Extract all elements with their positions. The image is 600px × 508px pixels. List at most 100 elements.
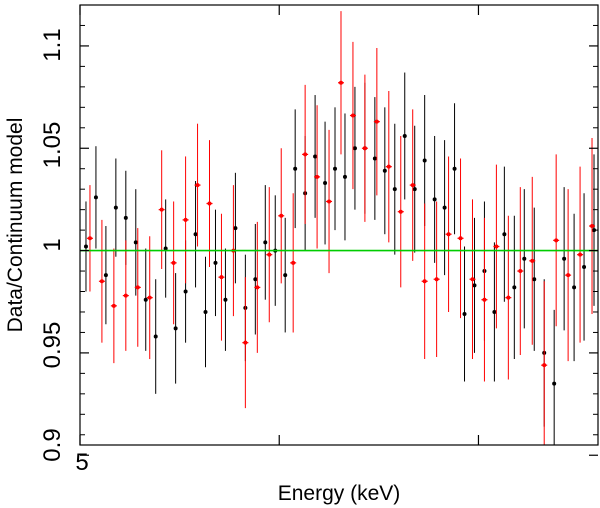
red-data-point	[291, 260, 296, 265]
y-axis-title: Data/Continuum model	[4, 118, 27, 333]
black-data-point	[382, 168, 387, 173]
black-data-point	[283, 273, 288, 278]
red-data-point	[159, 207, 164, 212]
black-data-point	[213, 260, 218, 265]
red-data-point	[362, 146, 367, 151]
red-data-point	[434, 277, 439, 282]
black-data-point	[472, 283, 477, 288]
black-data-point	[233, 226, 238, 231]
black-data-point	[333, 166, 338, 171]
black-data-point	[562, 256, 567, 261]
data-layer	[83, 11, 597, 445]
red-data-point	[542, 363, 547, 368]
red-data-point	[147, 295, 152, 300]
black-data-point	[462, 312, 467, 317]
black-data-point	[572, 285, 577, 290]
red-data-point	[386, 164, 391, 169]
black-data-point	[342, 174, 347, 179]
red-data-point	[123, 293, 128, 298]
series-red	[86, 11, 596, 445]
black-data-point	[263, 240, 268, 245]
red-data-point	[506, 295, 511, 300]
x-axis-title: Energy (keV)	[278, 482, 401, 505]
y-tick-label-0.95: 0.95	[39, 322, 66, 369]
red-data-point	[219, 275, 224, 280]
red-data-point	[398, 209, 403, 214]
red-data-point	[374, 119, 379, 124]
black-data-point	[452, 166, 457, 171]
black-data-point	[552, 381, 557, 386]
red-data-point	[315, 174, 320, 179]
red-data-point	[338, 80, 343, 85]
black-data-point	[582, 264, 587, 269]
red-data-point	[494, 244, 499, 249]
black-data-point	[432, 197, 437, 202]
x-tick-label-5: 5	[75, 449, 88, 476]
black-data-point	[83, 244, 88, 249]
y-tick-label-1.1: 1.1	[39, 28, 66, 61]
red-data-point	[350, 113, 355, 118]
black-data-point	[103, 273, 108, 278]
red-data-point	[518, 269, 523, 274]
black-data-point	[372, 156, 377, 161]
red-data-point	[458, 236, 463, 241]
black-data-point	[323, 181, 328, 186]
red-data-point	[470, 277, 475, 282]
black-data-point	[163, 246, 168, 251]
black-data-point	[183, 289, 188, 294]
black-data-point	[223, 297, 228, 302]
black-data-point	[512, 285, 517, 290]
black-data-point	[93, 195, 98, 200]
red-data-point	[578, 252, 583, 257]
red-data-point	[135, 285, 140, 290]
black-data-point	[153, 334, 158, 339]
red-data-point	[99, 279, 104, 284]
red-data-point	[255, 285, 260, 290]
red-data-point	[183, 217, 188, 222]
red-data-point	[303, 152, 308, 157]
red-data-point	[171, 260, 176, 265]
red-data-point	[327, 199, 332, 204]
red-data-point	[554, 238, 559, 243]
black-data-point	[193, 232, 198, 237]
red-data-point	[410, 183, 415, 188]
red-data-point	[267, 252, 272, 257]
black-data-point	[173, 326, 178, 331]
black-data-point	[402, 133, 407, 138]
black-data-point	[412, 187, 417, 192]
red-data-point	[279, 213, 284, 218]
black-data-point	[293, 166, 298, 171]
series-black	[83, 72, 597, 445]
black-data-point	[422, 158, 427, 163]
red-data-point	[111, 303, 116, 308]
red-data-point	[195, 183, 200, 188]
black-data-point	[123, 215, 128, 220]
black-data-point	[253, 277, 258, 282]
black-data-point	[143, 297, 148, 302]
black-data-point	[392, 187, 397, 192]
red-data-point	[590, 224, 595, 229]
black-data-point	[442, 205, 447, 210]
black-data-point	[352, 146, 357, 151]
black-data-point	[522, 256, 527, 261]
black-data-point	[502, 232, 507, 237]
black-data-point	[532, 277, 537, 282]
axis-ticks	[79, 5, 598, 456]
red-data-point	[446, 232, 451, 237]
y-tick-label-1: 1	[39, 238, 66, 251]
black-data-point	[203, 309, 208, 314]
red-data-point	[422, 279, 427, 284]
red-data-point	[87, 236, 92, 241]
y-tick-label-1.05: 1.05	[39, 122, 66, 169]
black-data-point	[313, 154, 318, 159]
red-data-point	[207, 201, 212, 206]
red-data-point	[482, 297, 487, 302]
red-data-point	[566, 273, 571, 278]
black-data-point	[492, 309, 497, 314]
red-data-point	[243, 340, 248, 345]
y-tick-label-0.9: 0.9	[39, 428, 66, 461]
red-data-point	[530, 258, 535, 263]
y-tick-labels: 0.9 0.95 1 1.05 1.1	[39, 28, 66, 461]
